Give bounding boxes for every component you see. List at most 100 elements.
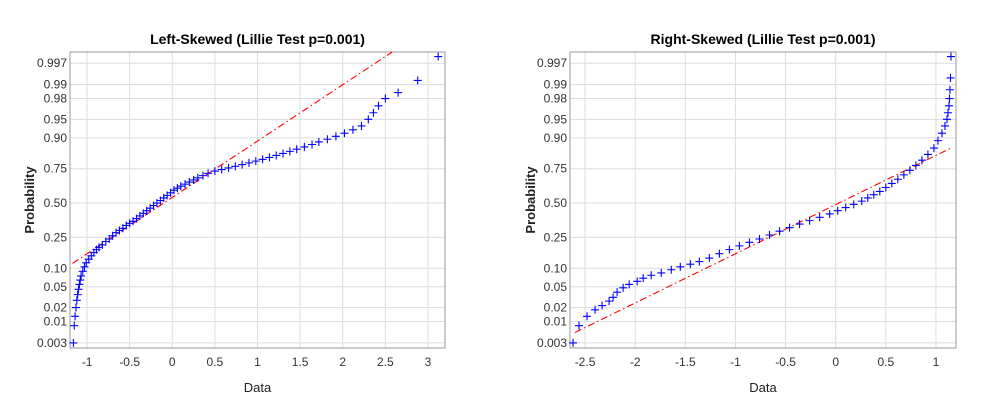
y-tick-label: 0.99: [544, 78, 568, 92]
x-tick-label: 0.5: [877, 355, 894, 369]
y-tick-label: 0.50: [544, 196, 568, 210]
y-tick-label: 0.01: [544, 314, 568, 328]
data-point: [857, 197, 866, 206]
data-point: [340, 129, 349, 138]
data-point: [169, 186, 178, 195]
data-point: [705, 254, 714, 263]
y-tick-label: 0.50: [44, 196, 68, 210]
data-point: [946, 73, 955, 82]
data-point: [815, 213, 824, 222]
data-point: [575, 321, 584, 330]
data-point: [686, 260, 695, 269]
data-point: [258, 155, 267, 164]
data-point: [323, 135, 332, 144]
data-point: [251, 157, 260, 166]
data-point: [765, 231, 774, 240]
x-tick-label: 2.5: [377, 355, 394, 369]
data-point: [945, 85, 954, 94]
data-point: [609, 293, 618, 302]
data-point: [940, 121, 949, 130]
data-point: [224, 163, 233, 172]
data-point: [905, 166, 914, 175]
y-tick-label: 0.003: [537, 336, 567, 350]
data-point: [73, 290, 82, 299]
data-point: [265, 153, 274, 162]
plot-frame: [69, 51, 446, 349]
y-tick-label: 0.10: [44, 261, 68, 275]
y-tick-label: 0.02: [544, 301, 568, 315]
right-skewed-probability-plot: Right-Skewed (Lillie Test p=0.001) -2.5 -…: [523, 31, 957, 395]
x-tick-label: -2.5: [575, 355, 596, 369]
data-point: [279, 149, 288, 158]
data-point: [869, 190, 878, 199]
data-point: [173, 184, 182, 193]
data-point: [887, 179, 896, 188]
y-tick-label: 0.05: [544, 280, 568, 294]
data-point: [75, 280, 84, 289]
x-tick-label: -0.5: [119, 355, 140, 369]
data-point: [98, 240, 107, 249]
data-point: [943, 108, 952, 117]
data-point: [285, 147, 294, 156]
data-point: [122, 221, 131, 230]
data-point: [74, 285, 83, 294]
data-point: [193, 173, 202, 182]
data-point: [181, 180, 190, 189]
x-tick-label: 1: [933, 355, 940, 369]
y-tick-label: 0.10: [544, 261, 568, 275]
y-tick-label: 0.997: [537, 56, 567, 70]
y-tick-label: 0.01: [44, 314, 68, 328]
data-point: [933, 136, 942, 145]
data-point: [70, 321, 79, 330]
y-tick-label: 0.25: [544, 230, 568, 244]
data-point: [929, 144, 938, 153]
y-axis-label: Probability: [523, 166, 538, 234]
data-point: [639, 274, 648, 283]
data-point: [125, 219, 134, 228]
data-point: [72, 296, 81, 305]
data-point: [745, 238, 754, 247]
y-tick-label: 0.95: [544, 112, 568, 126]
data-point: [613, 288, 622, 297]
data-point: [849, 200, 858, 209]
data-point: [76, 276, 85, 285]
y-tick-label: 0.90: [44, 131, 68, 145]
y-tick-label: 0.98: [544, 92, 568, 106]
data-point: [308, 140, 317, 149]
data-point: [272, 151, 281, 160]
data-point: [189, 175, 198, 184]
data-point: [676, 262, 685, 271]
data-point: [917, 156, 926, 165]
data-point: [185, 178, 194, 187]
data-point: [881, 183, 890, 192]
data-point: [381, 94, 390, 103]
data-point: [647, 271, 656, 280]
data-point: [314, 137, 323, 146]
data-point: [944, 101, 953, 110]
data-point: [583, 312, 592, 321]
data-point: [78, 267, 87, 276]
data-point: [71, 312, 80, 321]
data-point: [893, 175, 902, 184]
data-point: [434, 52, 443, 61]
data-point: [841, 203, 850, 212]
data-point: [176, 182, 185, 191]
data-point: [292, 145, 301, 154]
data-point: [374, 101, 383, 110]
data-point: [775, 227, 784, 236]
data-point: [833, 206, 842, 215]
data-point: [795, 220, 804, 229]
data-point: [413, 76, 422, 85]
y-tick-label: 0.99: [44, 78, 68, 92]
x-tick-label: 3: [425, 355, 432, 369]
x-tick-label: 1: [254, 355, 261, 369]
x-tick-label: 0: [832, 355, 839, 369]
data-point: [805, 216, 814, 225]
data-point: [875, 187, 884, 196]
data-point: [210, 167, 219, 176]
y-tick-label: 0.75: [44, 162, 68, 176]
x-tick-label: 2: [339, 355, 346, 369]
y-tick-label: 0.25: [44, 230, 68, 244]
x-tick-label: -1.5: [675, 355, 696, 369]
data-point: [825, 209, 834, 218]
